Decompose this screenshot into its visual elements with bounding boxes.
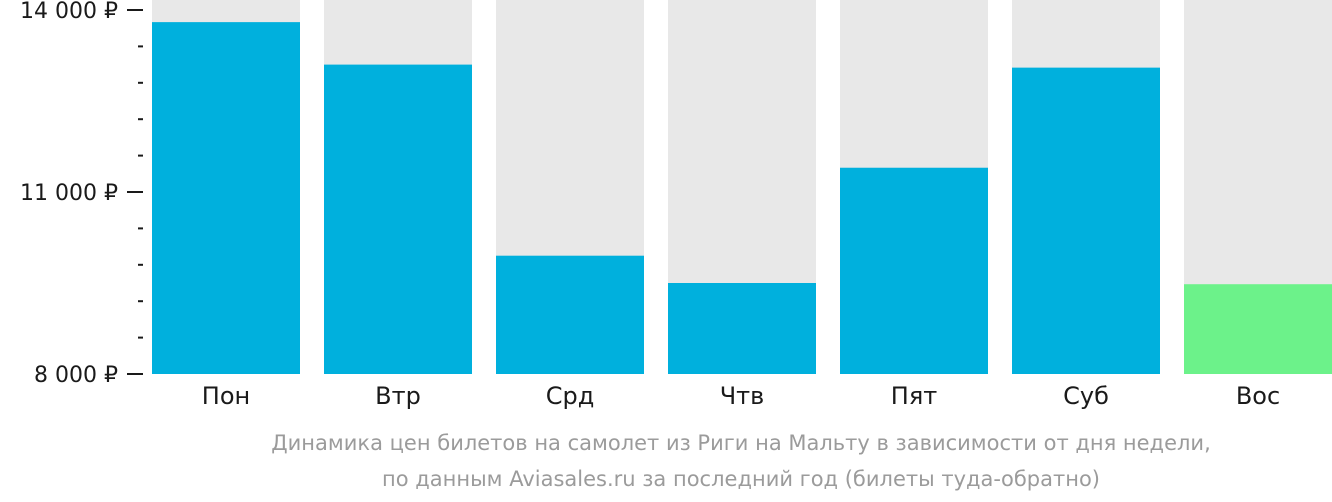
bar-Пят [840,167,988,374]
bars [152,0,1332,375]
x-tick-label: Пят [891,382,937,410]
x-tick-label: Срд [546,382,595,410]
chart-caption-line-1: Динамика цен билетов на самолет из Риги … [271,431,1211,455]
bar-Втр [324,64,472,374]
bar-Пон [152,22,300,375]
price-by-weekday-chart: 14 000 ₽ 11 000 ₽ 8 000 ₽ Пон Втр Срд Чтв Пят С… [20,0,1332,410]
x-tick-label: Вос [1236,382,1280,410]
bar-Срд [496,255,644,374]
bar-Чтв [668,283,816,374]
y-tick-label: 11 000 ₽ [20,181,118,206]
y-axis: 14 000 ₽ 11 000 ₽ 8 000 ₽ [20,0,143,388]
y-tick-label: 14 000 ₽ [20,0,118,24]
x-tick-label: Пон [202,382,250,410]
chart-caption-line-2: по данным Aviasales.ru за последний год … [382,467,1100,491]
x-tick-label: Суб [1063,382,1109,410]
y-tick-label: 8 000 ₽ [34,363,118,388]
x-tick-label: Чтв [720,382,765,410]
bar-Вос [1184,284,1332,374]
x-tick-label: Втр [375,382,421,410]
bar-Суб [1012,67,1160,374]
x-axis: Пон Втр Срд Чтв Пят Суб Вос [202,382,1280,410]
